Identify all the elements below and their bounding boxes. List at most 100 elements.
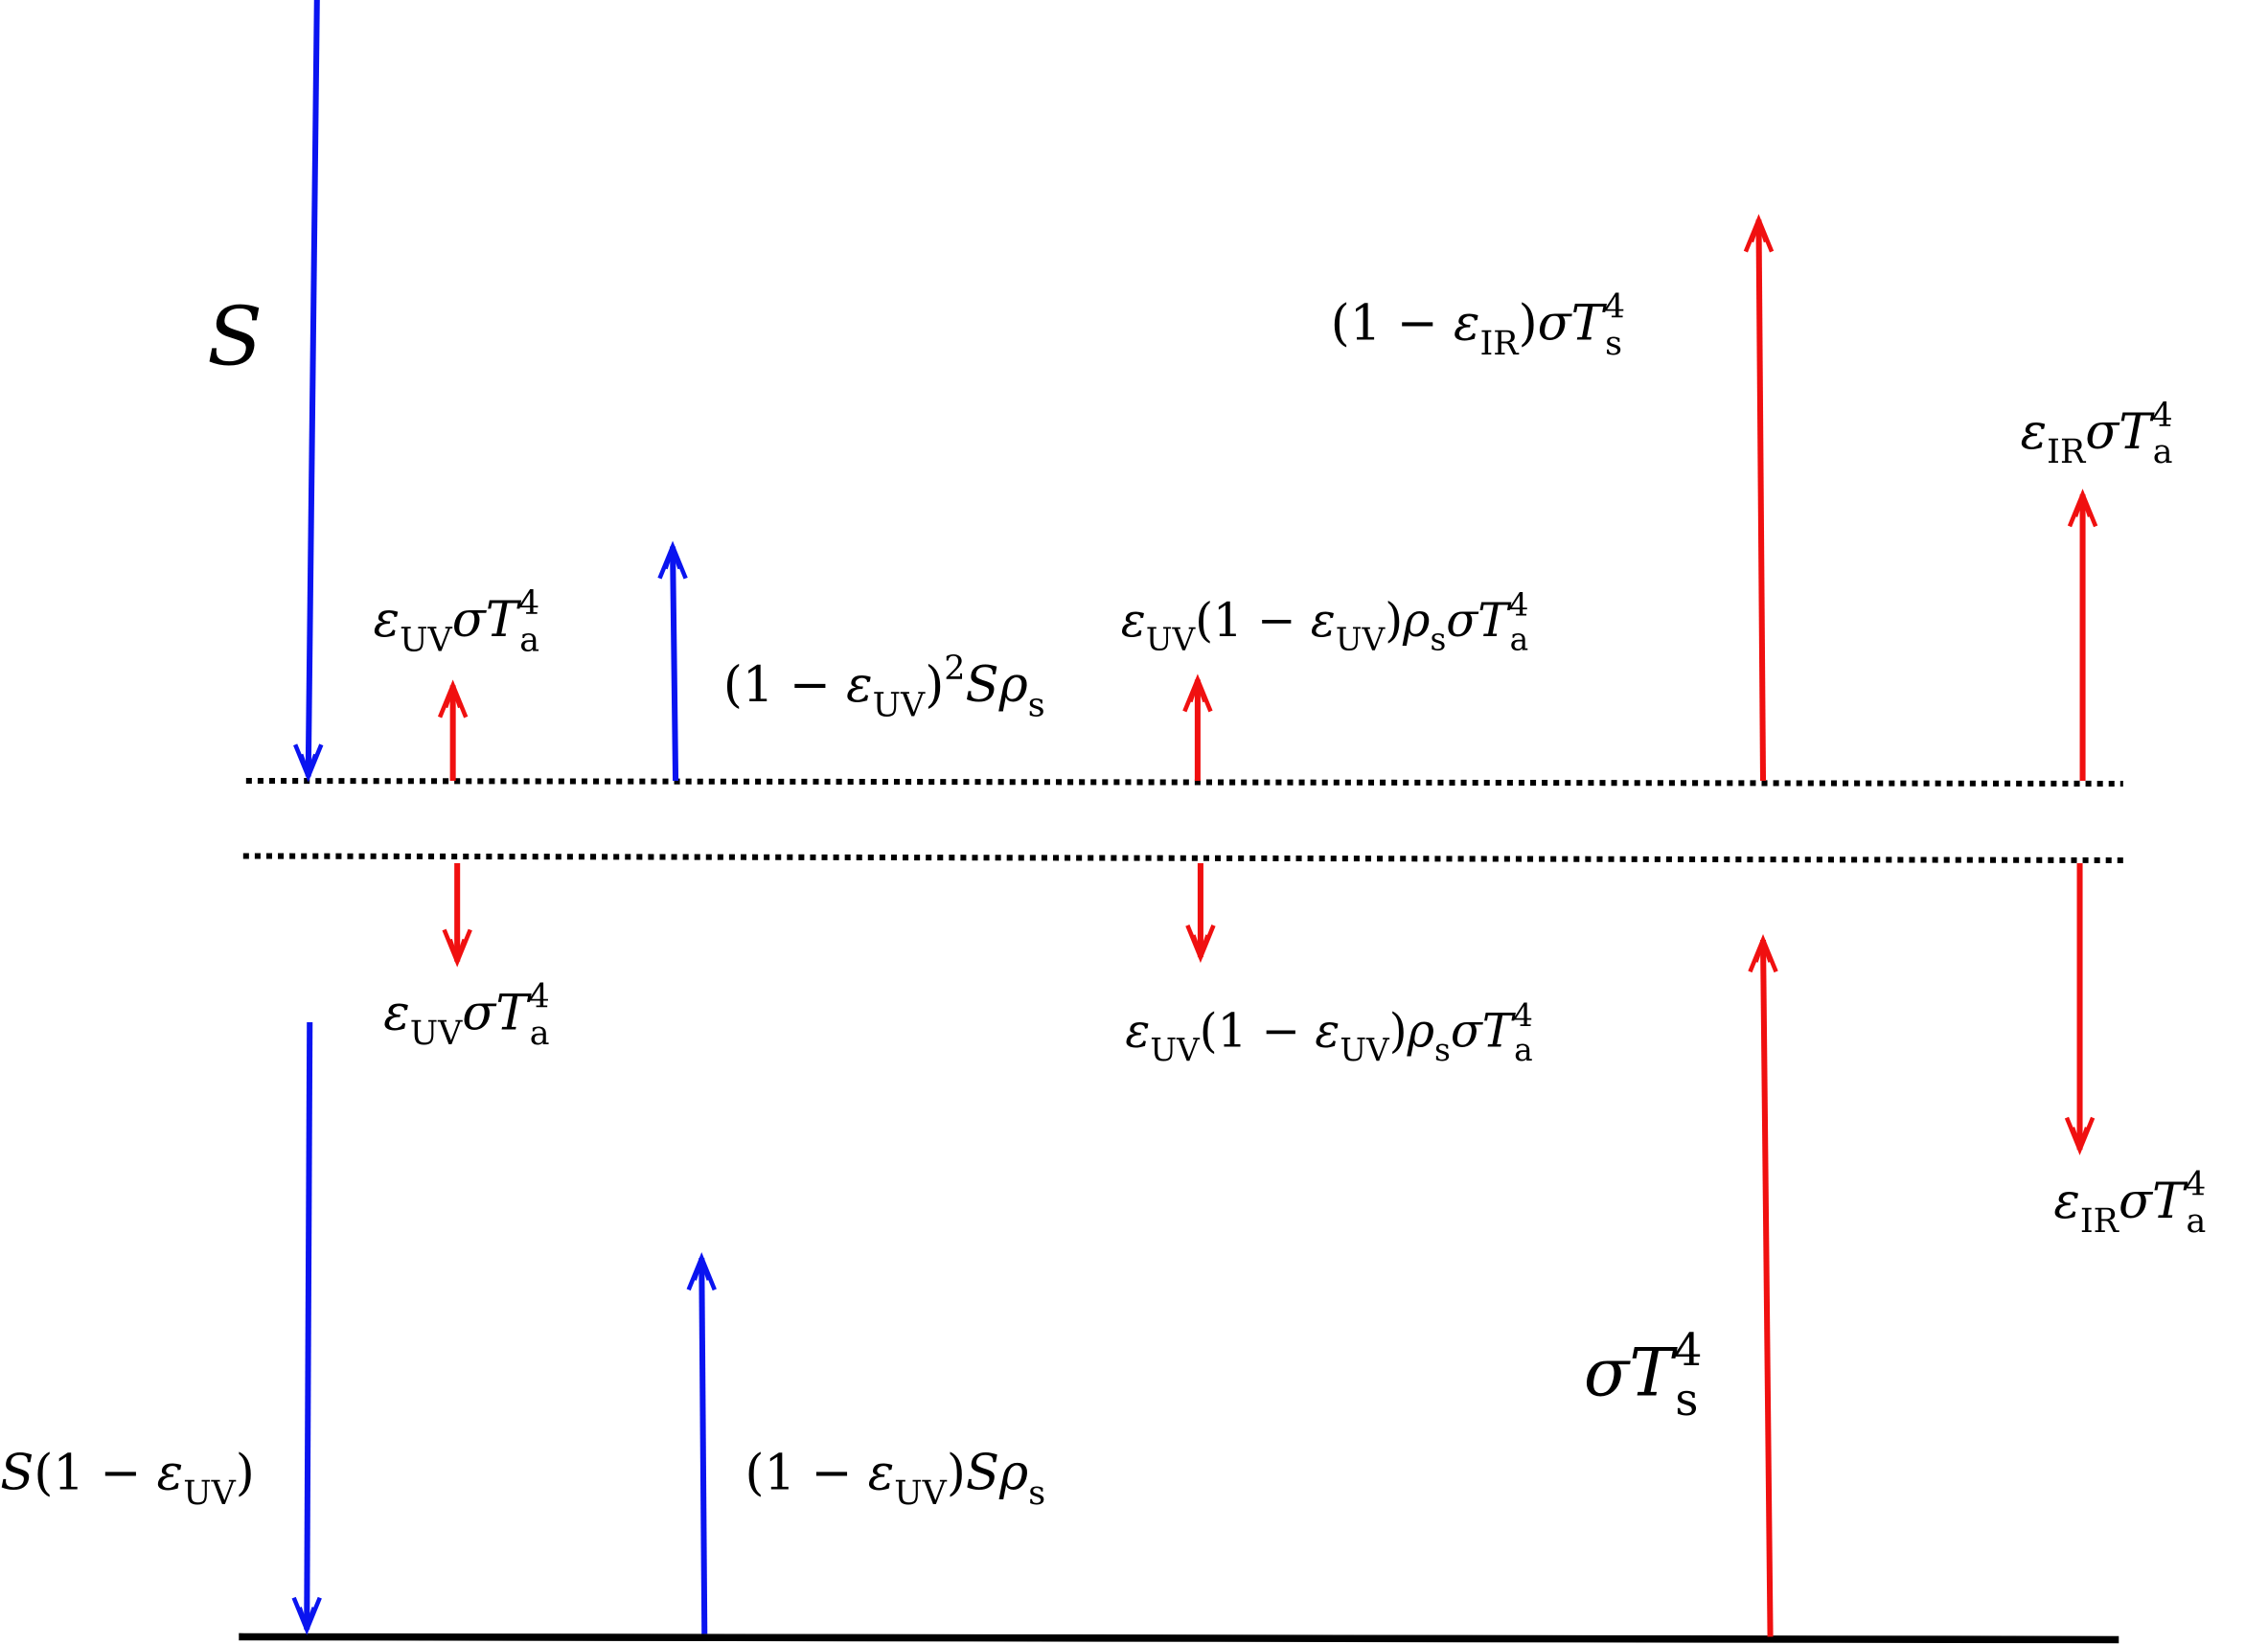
arrow [2064,863,2096,1155]
formula-part: 4 [1674,1324,1703,1377]
arrow [291,1022,322,1635]
formula-part: a [530,1015,550,1053]
arrow-shaft [305,0,320,777]
formula-part: a [2153,433,2173,471]
formula-part: a [2186,1202,2206,1241]
formula-part: σT [1451,1005,1517,1059]
formula-part: σT [2085,403,2155,461]
formula-part: 4 [518,584,539,623]
arrow-shaft [304,1022,313,1630]
formula-part: ε [2021,403,2048,461]
formula-part: (1 − [1331,295,1454,353]
formula-part: σT [462,985,532,1042]
formula-part: a [1510,622,1529,658]
formula-label: εUVσT4 a [374,584,540,659]
formula-part: 4 [2151,397,2172,435]
formula-part: ε [868,1445,895,1502]
formula-part: s [1434,1032,1451,1068]
arrow-shaft [1755,219,1767,782]
formula-part: ) [236,1445,255,1502]
formula-part: σT [2119,1173,2188,1230]
formula-part: ρ [1407,1005,1435,1059]
arrow [442,863,472,968]
formula-part: ε [383,985,410,1042]
formula-part: UV [400,621,452,659]
formula-part: UV [1336,622,1386,658]
formula-label: (1 − εUV)2Sρs [723,650,1045,724]
arrow [1748,934,1778,1637]
atmosphere-top [245,777,2123,788]
formula-label: S [207,289,263,383]
formula-part: ε [1315,1005,1340,1059]
formula-part: ε [1121,594,1146,648]
arrow-shaft [699,1258,708,1634]
formula-part: S [207,289,263,383]
arrow [657,540,688,782]
formula-part: σT [1446,594,1512,648]
arrow-shaft [670,546,679,782]
arrow-head [664,544,681,570]
formula-part: σT [1538,295,1608,353]
arrow [437,679,469,781]
formula-part: UV [873,686,926,724]
formula-part: (1 − [745,1445,868,1502]
formula-part: S [0,1445,34,1502]
arrow-head [2074,492,2091,517]
arrow [1182,674,1213,781]
formula-part: s [1675,1374,1698,1427]
formula-part: s [1605,325,1622,363]
arrow-head [1189,677,1206,703]
arrow-head [445,683,461,709]
formula-part: ε [846,656,873,714]
formula-label: (1 − εIR)σT4 s [1331,288,1625,363]
formula-part: UV [894,1474,947,1513]
formula-part: 4 [1604,288,1625,327]
arrow-head [300,753,316,779]
arrow-head [694,1256,710,1281]
formula-part: s [1028,1474,1045,1513]
formula-part: ε [374,591,401,649]
arrow [686,1252,717,1634]
formula-label: εIRσT4 a [2053,1166,2206,1241]
formula-part: UV [1146,622,1197,658]
formula-part: (1 − [34,1445,156,1502]
formula-part: UV [1150,1032,1201,1068]
formula-part: ε [1454,295,1480,353]
formula-label: (1 − εUV)Sρs [745,1445,1046,1513]
arrow-head [1192,934,1209,959]
formula-part: σT [1584,1335,1678,1411]
formula-part: ρ [1402,594,1431,648]
arrow [1185,863,1216,964]
formula-part: 4 [1508,586,1528,623]
formula-part: ε [1125,1005,1150,1059]
formula-part: 4 [1513,997,1533,1034]
formula-part: a [519,621,539,659]
formula-label: σT4 s [1584,1324,1703,1427]
formula-part: Sρ [965,656,1027,714]
formula-part: 4 [529,977,550,1016]
formula-part: IR [2047,433,2087,471]
formula-part: ) [925,656,944,714]
ground [239,1633,2119,1644]
formula-label: εIRσT4 a [2021,397,2173,471]
formula-label: εUV(1 − εUV)ρsσT4 a [1121,586,1528,657]
arrow-head [2072,1127,2088,1152]
formula-label: S(1 − εUV) [0,1445,255,1513]
formula-part: IR [2080,1202,2120,1241]
formula-part: 4 [2185,1166,2206,1204]
formula-label: εUVσT4 a [383,977,550,1052]
formula-part: s [1028,686,1045,724]
formula-part: (1 − [1200,1005,1316,1059]
arrow-head [1754,938,1772,963]
formula-part: UV [183,1474,236,1513]
formula-part: ε [157,1445,184,1502]
arrow-head [448,938,466,964]
formula-part: (1 − [1195,594,1311,648]
formula-part: Sρ [966,1445,1028,1502]
formula-part: ) [947,1445,966,1502]
formula-part: s [1430,622,1446,658]
formula-part: σT [452,591,522,649]
atmosphere-bottom [242,853,2123,864]
arrow-shaft [1759,939,1774,1637]
